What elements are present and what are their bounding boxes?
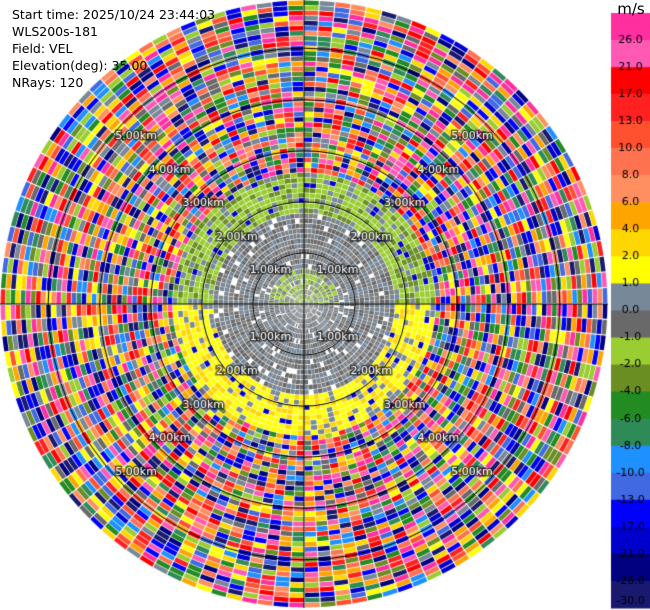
start-time-text: Start time: 2025/10/24 23:44:03 (12, 7, 216, 22)
scan-info-panel: Start time: 2025/10/24 23:44:03 WLS200s-… (12, 6, 215, 91)
nrays-text: NRays: 120 (12, 75, 84, 90)
instrument-text: WLS200s-181 (12, 24, 98, 39)
colorbar-unit-label: m/s (617, 0, 645, 18)
elevation-text: Elevation(deg): 35.00 (12, 58, 148, 73)
field-text: Field: VEL (12, 41, 73, 56)
